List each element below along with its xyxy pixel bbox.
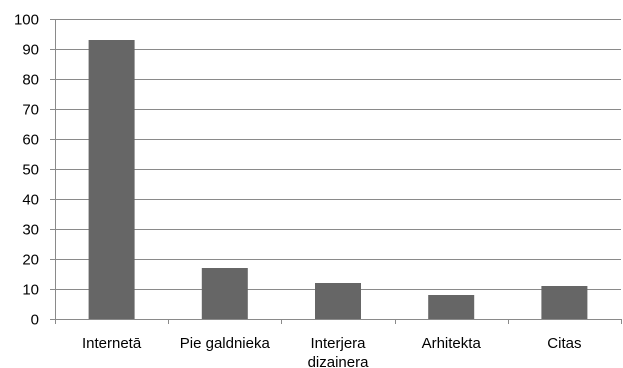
- x-category-label: Arhitekta: [422, 335, 482, 352]
- bars: [88, 40, 588, 319]
- y-tick-label: 50: [22, 162, 39, 179]
- bar-1: [88, 40, 135, 319]
- y-tick-label: 0: [31, 312, 39, 329]
- y-tick-label: 90: [22, 42, 39, 59]
- bar-3: [315, 283, 361, 319]
- y-tick-label: 30: [22, 222, 39, 239]
- y-tick-label: 10: [22, 282, 39, 299]
- x-axis-category-labels: Internetā Pie galdnieka Interjera dizainera…: [82, 335, 582, 368]
- y-tick-label: 60: [22, 132, 39, 149]
- y-tick-label: 20: [22, 252, 39, 269]
- x-category-label: Pie galdnieka: [180, 335, 271, 352]
- y-tick-label: 40: [22, 192, 39, 209]
- x-category-label: Citas: [547, 335, 581, 352]
- x-category-label: dizainera: [308, 354, 370, 368]
- y-tick-label: 80: [22, 72, 39, 89]
- y-tick-label: 100: [14, 12, 39, 29]
- y-tick-label: 70: [22, 102, 39, 119]
- x-axis: [55, 319, 622, 324]
- bar-4: [428, 295, 475, 319]
- y-axis-tick-labels: 0 10 20 30 40 50 60 70 80 90 100: [14, 12, 39, 329]
- x-category-label: Interjera: [310, 335, 366, 352]
- x-category-label: Internetā: [82, 335, 142, 352]
- bar-2: [201, 268, 248, 319]
- bar-5: [541, 286, 588, 319]
- gridlines: [50, 19, 621, 320]
